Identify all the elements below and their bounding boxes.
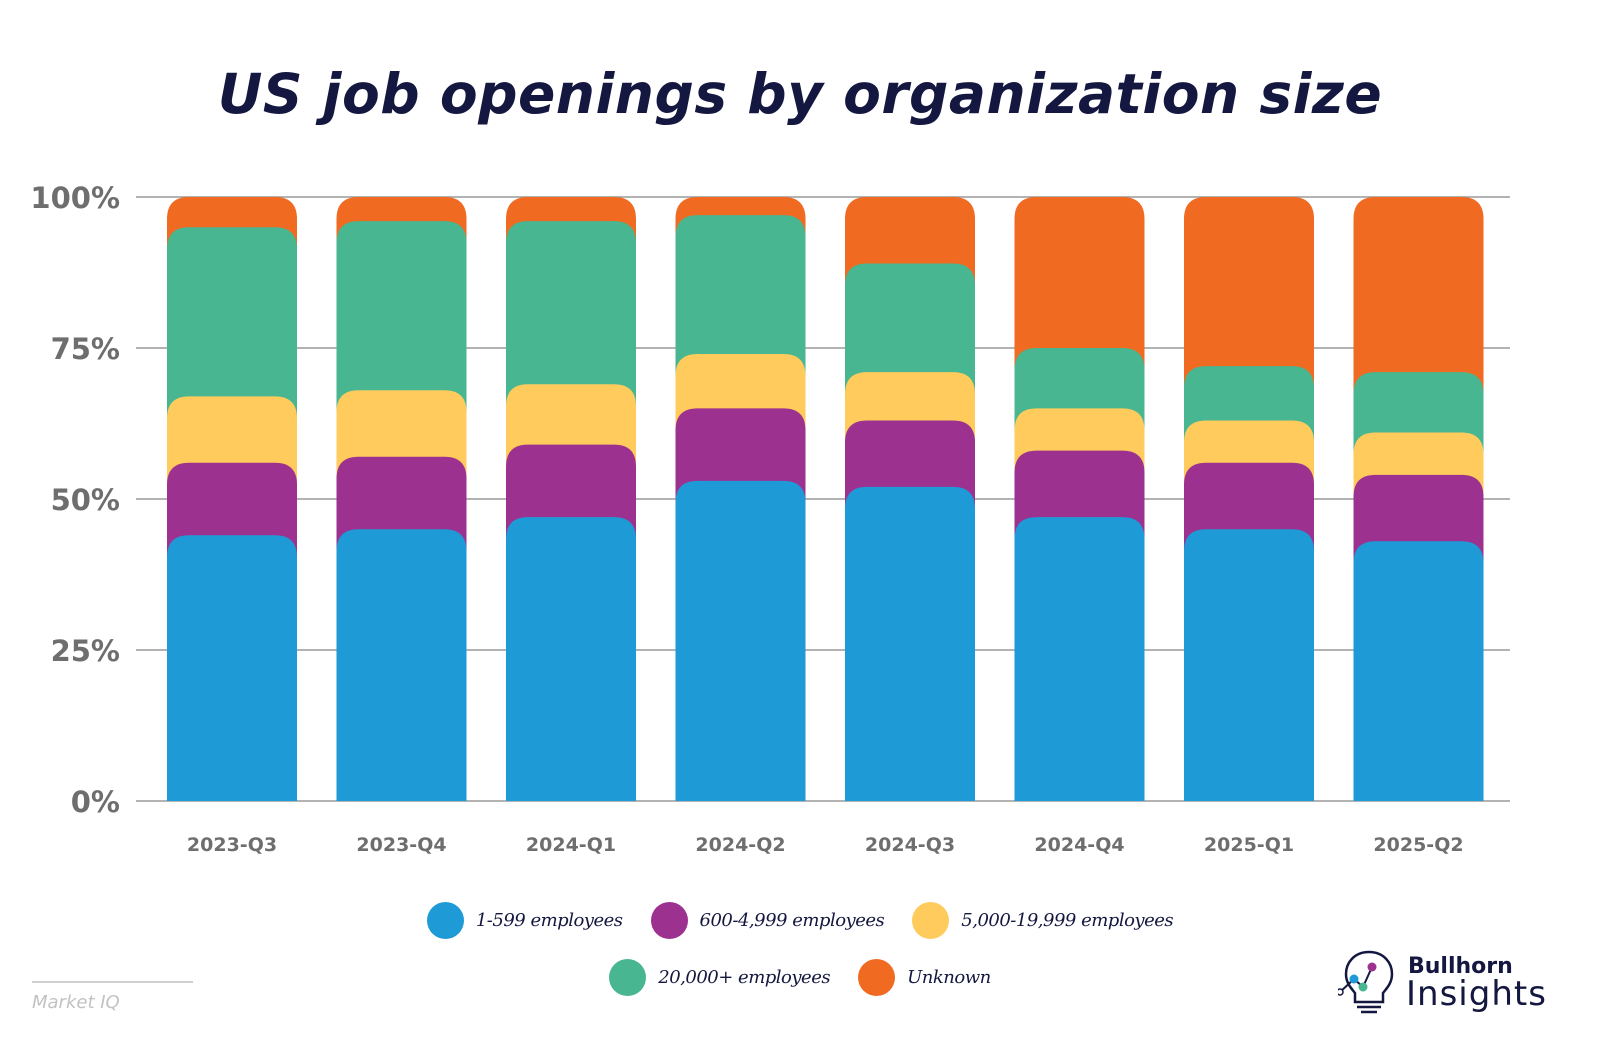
legend-label: 20,000+ employees [658, 967, 831, 988]
bar-segment-1-599-employees [506, 517, 636, 801]
bar-group-2023-Q4 [336, 197, 467, 801]
bar-group-2024-Q2 [675, 197, 806, 801]
bar-segment-1-599-employees [1353, 541, 1484, 801]
legend-item-1-599: 1-599 employees [426, 902, 623, 939]
legend-swatch-unknown [858, 959, 896, 996]
x-tick-label: 2024-Q1 [526, 834, 616, 856]
y-tick-label: 25% [51, 634, 120, 668]
bar-group-2025-Q2 [1353, 197, 1484, 801]
brand-product: Insights [1406, 974, 1547, 1014]
legend-label: 1-599 employees [475, 910, 623, 931]
bar-segment-1-599-employees [336, 529, 467, 801]
bar-segment-1-599-employees [1184, 529, 1314, 801]
bar-segment-1-599-employees [845, 486, 975, 801]
source-label: Market IQ [32, 992, 120, 1013]
bars [167, 197, 1484, 801]
bar-segment-1-599-employees [675, 480, 806, 801]
x-tick-label: 2023-Q4 [356, 834, 446, 856]
legend-swatch-1-599 [426, 902, 464, 939]
bar-group-2024-Q1 [506, 197, 636, 801]
x-tick-label: 2024-Q3 [865, 834, 955, 856]
y-tick-label: 75% [51, 332, 120, 366]
legend-label: 600-4,999 employees [699, 910, 885, 931]
x-tick-label: 2025-Q2 [1373, 834, 1463, 856]
bar-segment-1-599-employees [167, 535, 297, 801]
legend-label: 5,000-19,999 employees [961, 910, 1174, 931]
stacked-bar-chart: 0%25%50%75%100% 2023-Q3 2023-Q4 2024-Q1 202… [30, 181, 1510, 856]
y-tick-label: 0% [71, 785, 120, 819]
bar-group-2024-Q3 [845, 197, 975, 801]
chart-title: US job openings by organization size [217, 62, 1383, 126]
legend-swatch-5000-19999 [912, 902, 950, 939]
legend: 1-599 employees 600-4,999 employees 5,00… [0, 902, 1600, 1016]
brand-name: Bullhorn [1408, 954, 1513, 979]
legend-item-5000-19999: 5,000-19,999 employees [912, 902, 1174, 939]
x-axis-ticks: 2023-Q3 2023-Q4 2024-Q1 2024-Q2 2024-Q3 2024-… [187, 834, 1464, 856]
bar-group-2024-Q4 [1014, 197, 1145, 801]
x-tick-label: 2024-Q4 [1034, 834, 1124, 856]
y-axis-ticks: 0% 25% 50% 75% 100% [30, 181, 120, 819]
legend-swatch-20000-plus [609, 959, 647, 996]
bar-segment-1-599-employees [1014, 517, 1145, 801]
legend-item-unknown: Unknown [858, 959, 991, 996]
y-tick-label: 100% [30, 181, 120, 215]
legend-row-1: 1-599 employees 600-4,999 employees 5,00… [0, 902, 1600, 939]
x-tick-label: 2025-Q1 [1204, 834, 1294, 856]
footer-divider [32, 981, 193, 983]
brand-logo: Bullhorn Insights [1338, 946, 1578, 1026]
legend-item-600-4999: 600-4,999 employees [650, 902, 885, 939]
legend-item-20000-plus: 20,000+ employees [609, 959, 831, 996]
legend-label: Unknown [907, 967, 991, 988]
x-tick-label: 2023-Q3 [187, 834, 277, 856]
legend-row-2: 20,000+ employees Unknown [0, 959, 1600, 996]
bar-group-2023-Q3 [167, 197, 297, 801]
bar-group-2025-Q1 [1184, 197, 1314, 801]
x-tick-label: 2024-Q2 [695, 834, 785, 856]
lightbulb-chart-icon [1338, 950, 1394, 1014]
legend-swatch-600-4999 [650, 902, 688, 939]
y-tick-label: 50% [51, 483, 120, 517]
